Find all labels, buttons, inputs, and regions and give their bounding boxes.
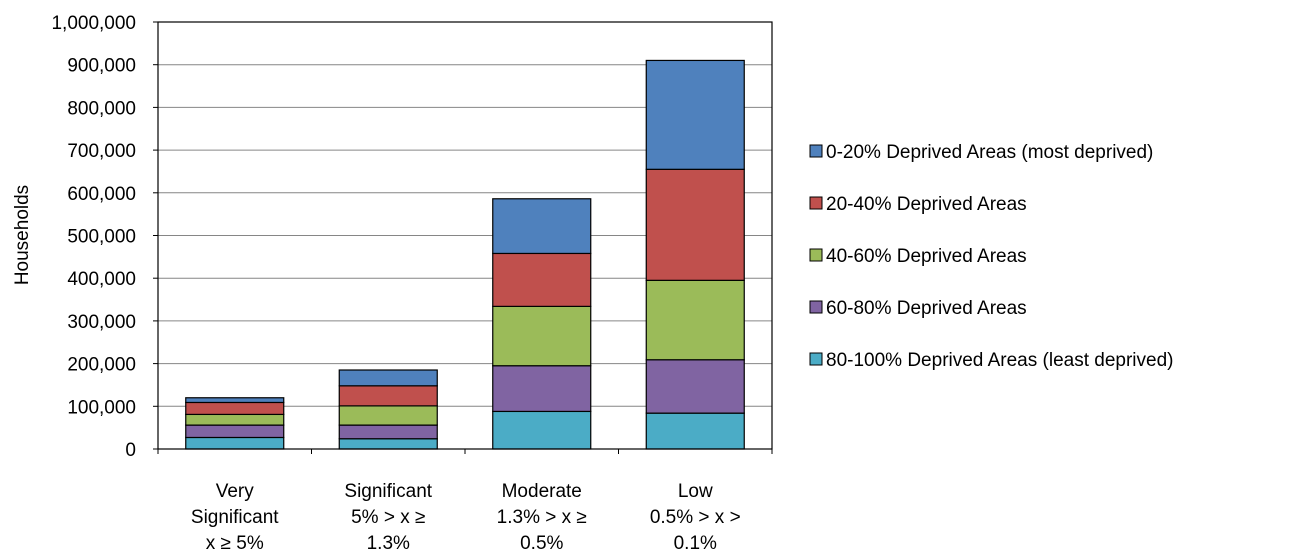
x-category-labels: Very Significant x ≥ 5% Significant 5% > x ≥… <box>191 481 741 554</box>
legend-label: 0-20% Deprived Areas (most deprived) <box>826 142 1153 163</box>
x-category-label: 0.5% <box>520 533 563 554</box>
bar-segment-5-cat-2 <box>338 369 438 387</box>
x-category-label: Moderate <box>502 481 582 502</box>
y-tick-label: 0 <box>125 440 136 461</box>
bar-segment-5-cat-4 <box>645 59 745 170</box>
legend-swatch <box>809 300 823 314</box>
bar-segment-2-cat-1 <box>185 424 285 439</box>
bar-segment-1-cat-1 <box>185 436 285 450</box>
legend-label: 80-100% Deprived Areas (least deprived) <box>826 350 1173 371</box>
x-category-label: 5% > x ≥ <box>351 507 425 528</box>
x-category-label: Significant <box>344 481 432 502</box>
bar-segment-5-cat-3 <box>492 198 592 255</box>
bar-segment-2-cat-2 <box>338 424 438 440</box>
y-tick-label: 800,000 <box>67 98 136 119</box>
axes <box>157 21 773 454</box>
bar-segment-2-cat-4 <box>645 359 745 414</box>
y-tick-label: 700,000 <box>67 141 136 162</box>
y-tick-label: 600,000 <box>67 184 136 205</box>
bar-segment-1-cat-3 <box>492 410 592 450</box>
bar-segment-5-cat-1 <box>185 397 285 404</box>
y-tick-label: 300,000 <box>67 312 136 333</box>
legend-swatch <box>809 196 823 210</box>
bar-segment-4-cat-1 <box>185 401 285 416</box>
bar-segment-3-cat-2 <box>338 405 438 426</box>
x-category-label: 1.3% <box>367 533 410 554</box>
bar-segment-2-cat-3 <box>492 365 592 413</box>
bar-segment-3-cat-3 <box>492 305 592 367</box>
bar-segment-4-cat-4 <box>645 168 745 281</box>
legend-label: 40-60% Deprived Areas <box>826 246 1027 267</box>
y-tick-labels: 0 100,000 200,000 300,000 400,000 500,000 600,… <box>51 13 136 461</box>
bar-segment-1-cat-2 <box>338 438 438 450</box>
legend: 0-20% Deprived Areas (most deprived) 20-4… <box>809 142 1173 371</box>
x-category-label: 0.1% <box>674 533 717 554</box>
x-category-label: Very <box>216 481 255 502</box>
y-tick-label: 900,000 <box>67 56 136 77</box>
x-category-label: Significant <box>191 507 279 528</box>
bar-segment-3-cat-4 <box>645 279 745 361</box>
bar-segment-4-cat-2 <box>338 385 438 407</box>
bars <box>185 59 745 450</box>
y-tick-label: 1,000,000 <box>51 13 136 34</box>
legend-label: 60-80% Deprived Areas <box>826 298 1027 319</box>
legend-swatch <box>809 248 823 262</box>
legend-swatch <box>809 352 823 366</box>
y-tick-label: 100,000 <box>67 397 136 418</box>
bar-segment-3-cat-1 <box>185 413 285 426</box>
bar-segment-4-cat-3 <box>492 252 592 307</box>
legend-swatch <box>809 144 823 158</box>
y-tick-label: 200,000 <box>67 355 136 376</box>
legend-label: 20-40% Deprived Areas <box>826 194 1027 215</box>
x-category-label: 0.5% > x > <box>650 507 741 528</box>
x-category-label: 1.3% > x ≥ <box>497 507 587 528</box>
x-category-label: x ≥ 5% <box>206 533 264 554</box>
bar-segment-1-cat-4 <box>645 412 745 450</box>
y-axis-title: Households <box>12 185 33 285</box>
x-category-label: Low <box>678 481 713 502</box>
y-tick-label: 400,000 <box>67 269 136 290</box>
y-tick-label: 500,000 <box>67 227 136 248</box>
